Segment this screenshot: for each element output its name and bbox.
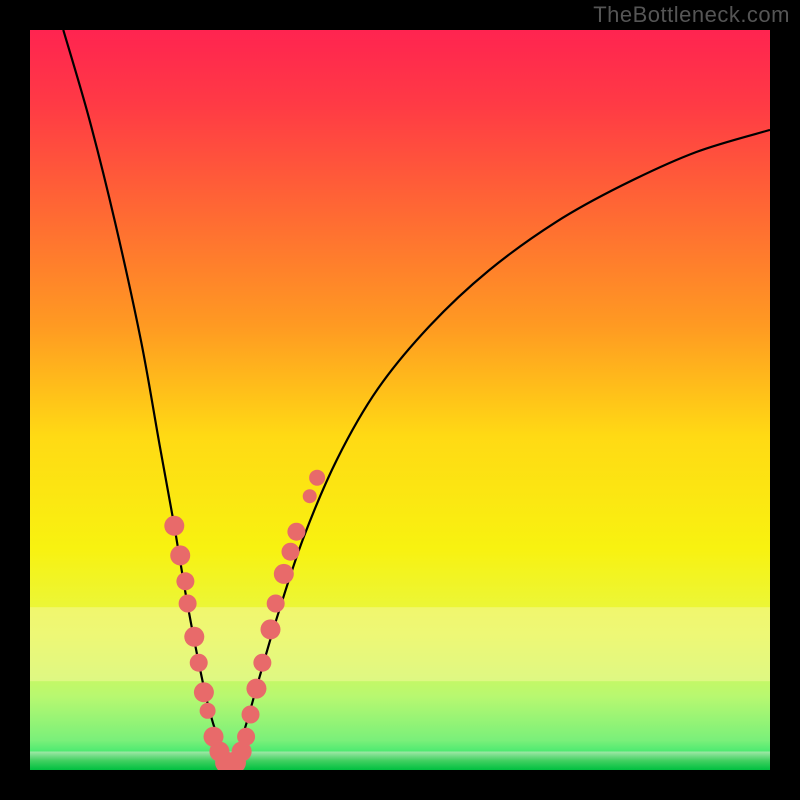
data-marker xyxy=(242,706,260,724)
data-marker xyxy=(190,654,208,672)
data-marker xyxy=(287,523,305,541)
data-marker xyxy=(303,489,317,503)
bottom-green-strip xyxy=(30,752,770,771)
data-marker xyxy=(179,595,197,613)
chart-container xyxy=(30,30,770,770)
pale-horizontal-band xyxy=(30,607,770,681)
watermark-text: TheBottleneck.com xyxy=(593,2,790,28)
data-marker xyxy=(194,682,214,702)
data-marker xyxy=(200,703,216,719)
data-marker xyxy=(237,728,255,746)
data-marker xyxy=(267,595,285,613)
data-marker xyxy=(164,516,184,536)
chart-svg xyxy=(30,30,770,770)
data-marker xyxy=(261,619,281,639)
data-marker xyxy=(274,564,294,584)
data-marker xyxy=(176,572,194,590)
data-marker xyxy=(170,545,190,565)
data-marker xyxy=(281,543,299,561)
data-marker xyxy=(246,679,266,699)
data-marker xyxy=(184,627,204,647)
data-marker xyxy=(253,654,271,672)
data-marker xyxy=(309,470,325,486)
